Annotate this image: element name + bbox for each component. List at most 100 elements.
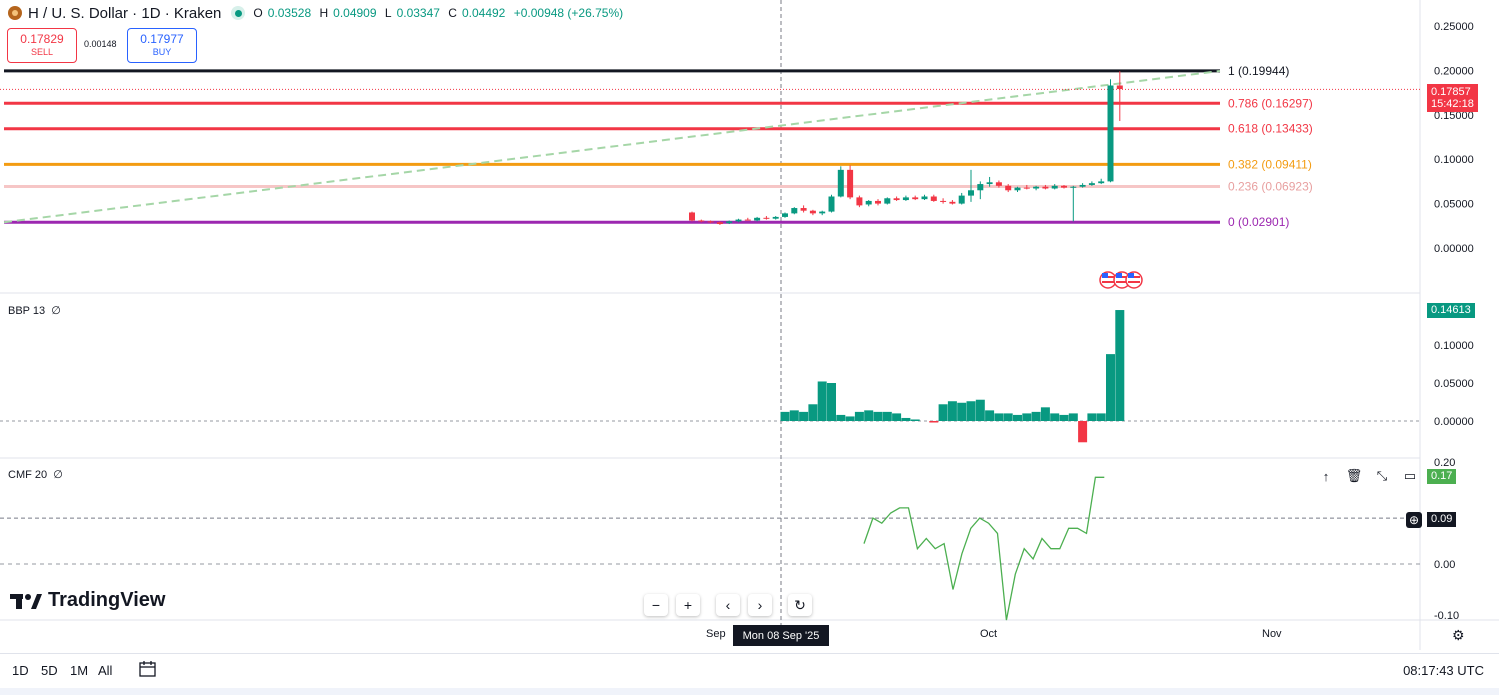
sell-button[interactable]: 0.17829 SELL: [7, 28, 77, 63]
bbp-bar: [985, 410, 995, 421]
price-tick-label: 0.00000: [1434, 243, 1474, 255]
tradingview-logo[interactable]: TradingView: [10, 589, 165, 612]
bbp-bar: [929, 421, 939, 423]
bbp-bar: [845, 416, 855, 421]
candle-body: [772, 216, 779, 219]
candle-body: [875, 200, 881, 204]
bbp-bar: [873, 411, 883, 421]
coin-logo-icon: [8, 6, 22, 20]
bbp-value-tag: 0.14613: [1427, 303, 1475, 318]
bbp-bar: [938, 404, 948, 421]
candle-body: [977, 184, 984, 191]
candle-body: [744, 219, 751, 221]
bbp-bar: [799, 411, 809, 421]
candle-body: [809, 210, 816, 214]
candle-body: [819, 211, 826, 214]
zoom-out-button[interactable]: −: [644, 594, 668, 616]
us-flag-event-icon: [1125, 271, 1143, 289]
symbol-title[interactable]: H / U. S. Dollar · 1D · Kraken: [28, 4, 222, 22]
bbp-bar: [892, 413, 902, 421]
bbp-bar: [827, 383, 836, 421]
scroll-left-button[interactable]: ‹: [716, 594, 740, 616]
cmf-legend[interactable]: CMF 20 ∅: [8, 469, 63, 481]
cmf-tick-label: -0.10: [1434, 610, 1459, 622]
candle-body: [828, 196, 835, 212]
candle-body: [940, 200, 947, 202]
market-open-icon: [231, 6, 246, 20]
candle-body: [995, 182, 1002, 186]
candle-body: [707, 221, 714, 223]
fib-level-label: 0.382 (0.09411): [1228, 157, 1312, 171]
horizontal-scrollbar[interactable]: [0, 688, 1499, 695]
maximize-pane-icon[interactable]: ▭: [1403, 468, 1417, 483]
bbp-bar: [882, 411, 892, 421]
bbp-bar: [975, 399, 985, 421]
symbol-header: H / U. S. Dollar · 1D · Kraken O 0.03528 …: [8, 4, 623, 22]
candle-body: [1088, 183, 1095, 185]
trend-line: [3, 69, 1221, 224]
candle-body: [986, 182, 993, 185]
price-tick-label: 0.15000: [1434, 110, 1474, 122]
clock-utc[interactable]: 08:17:43 UTC: [1403, 663, 1484, 678]
candle-body: [763, 217, 770, 219]
axis-settings-icon[interactable]: ⚙: [1452, 627, 1465, 643]
bbp-bar: [1115, 310, 1125, 421]
timeframe-5d[interactable]: 5D: [41, 663, 58, 678]
timeframe-1m[interactable]: 1M: [70, 663, 89, 678]
bbp-bar: [1013, 414, 1022, 421]
delete-pane-icon[interactable]: 🗑: [1345, 468, 1363, 483]
flag-stripe: [1128, 281, 1140, 283]
bbp-bar: [1087, 413, 1097, 421]
fib-level-label: 0.618 (0.13433): [1228, 122, 1313, 136]
candle-body: [958, 195, 965, 204]
flag-canton: [1128, 273, 1134, 278]
candle-body: [865, 200, 872, 205]
flag-stripe: [1116, 281, 1128, 283]
add-alert-icon[interactable]: ⊕: [1406, 512, 1422, 528]
bbp-tick-label: 0.05000: [1434, 378, 1474, 390]
scroll-right-button[interactable]: ›: [748, 594, 772, 616]
candle-body: [1098, 181, 1105, 184]
x-label-sep: Sep: [706, 628, 726, 640]
bbp-bar: [1022, 413, 1032, 421]
timeframe-all[interactable]: All: [98, 663, 113, 678]
x-label-nov: Nov: [1262, 628, 1282, 640]
flag-stripe: [1102, 281, 1114, 283]
bbp-tick-label: 0.10000: [1434, 340, 1474, 352]
bbp-bar: [910, 419, 920, 421]
cmf-tick-label: 0.20: [1434, 457, 1455, 469]
reset-chart-button[interactable]: ↻: [788, 594, 812, 616]
cmf-value-tag: 0.17: [1427, 469, 1457, 484]
cmf-tick-label: 0.00: [1434, 559, 1455, 571]
bbp-bar: [957, 402, 967, 421]
buy-button[interactable]: 0.17977 BUY: [127, 28, 197, 63]
candle-body: [1107, 85, 1114, 182]
candle-body: [893, 198, 900, 201]
candle-body: [754, 217, 761, 221]
bbp-bar: [836, 414, 846, 421]
move-pane-up-icon[interactable]: ↑: [1322, 468, 1330, 484]
spread-value: 0.00148: [84, 39, 117, 49]
bbp-bar: [1106, 354, 1115, 421]
bottom-toolbar: [0, 653, 1499, 688]
timeframe-1d[interactable]: 1D: [12, 663, 29, 678]
candle-body: [1005, 185, 1012, 191]
price-tick-label: 0.25000: [1434, 21, 1474, 33]
bbp-bar: [994, 413, 1004, 421]
bbp-bar: [817, 381, 827, 421]
bbp-tick-label: 0.00000: [1434, 416, 1474, 428]
change-value: +0.00948 (+26.75%): [513, 6, 624, 20]
collapse-pane-icon[interactable]: ⤡: [1376, 468, 1388, 483]
candle-body: [726, 221, 733, 224]
bbp-bar: [780, 411, 790, 421]
candle-body: [847, 169, 854, 198]
bbp-bar: [1040, 407, 1050, 421]
candle-body: [856, 197, 863, 206]
flag-canton: [1116, 273, 1122, 278]
zoom-in-button[interactable]: +: [676, 594, 700, 616]
candle-body: [1116, 85, 1123, 90]
date-range-icon[interactable]: [138, 660, 158, 678]
bbp-legend[interactable]: BBP 13 ∅: [8, 305, 61, 317]
candle-body: [1051, 185, 1058, 189]
